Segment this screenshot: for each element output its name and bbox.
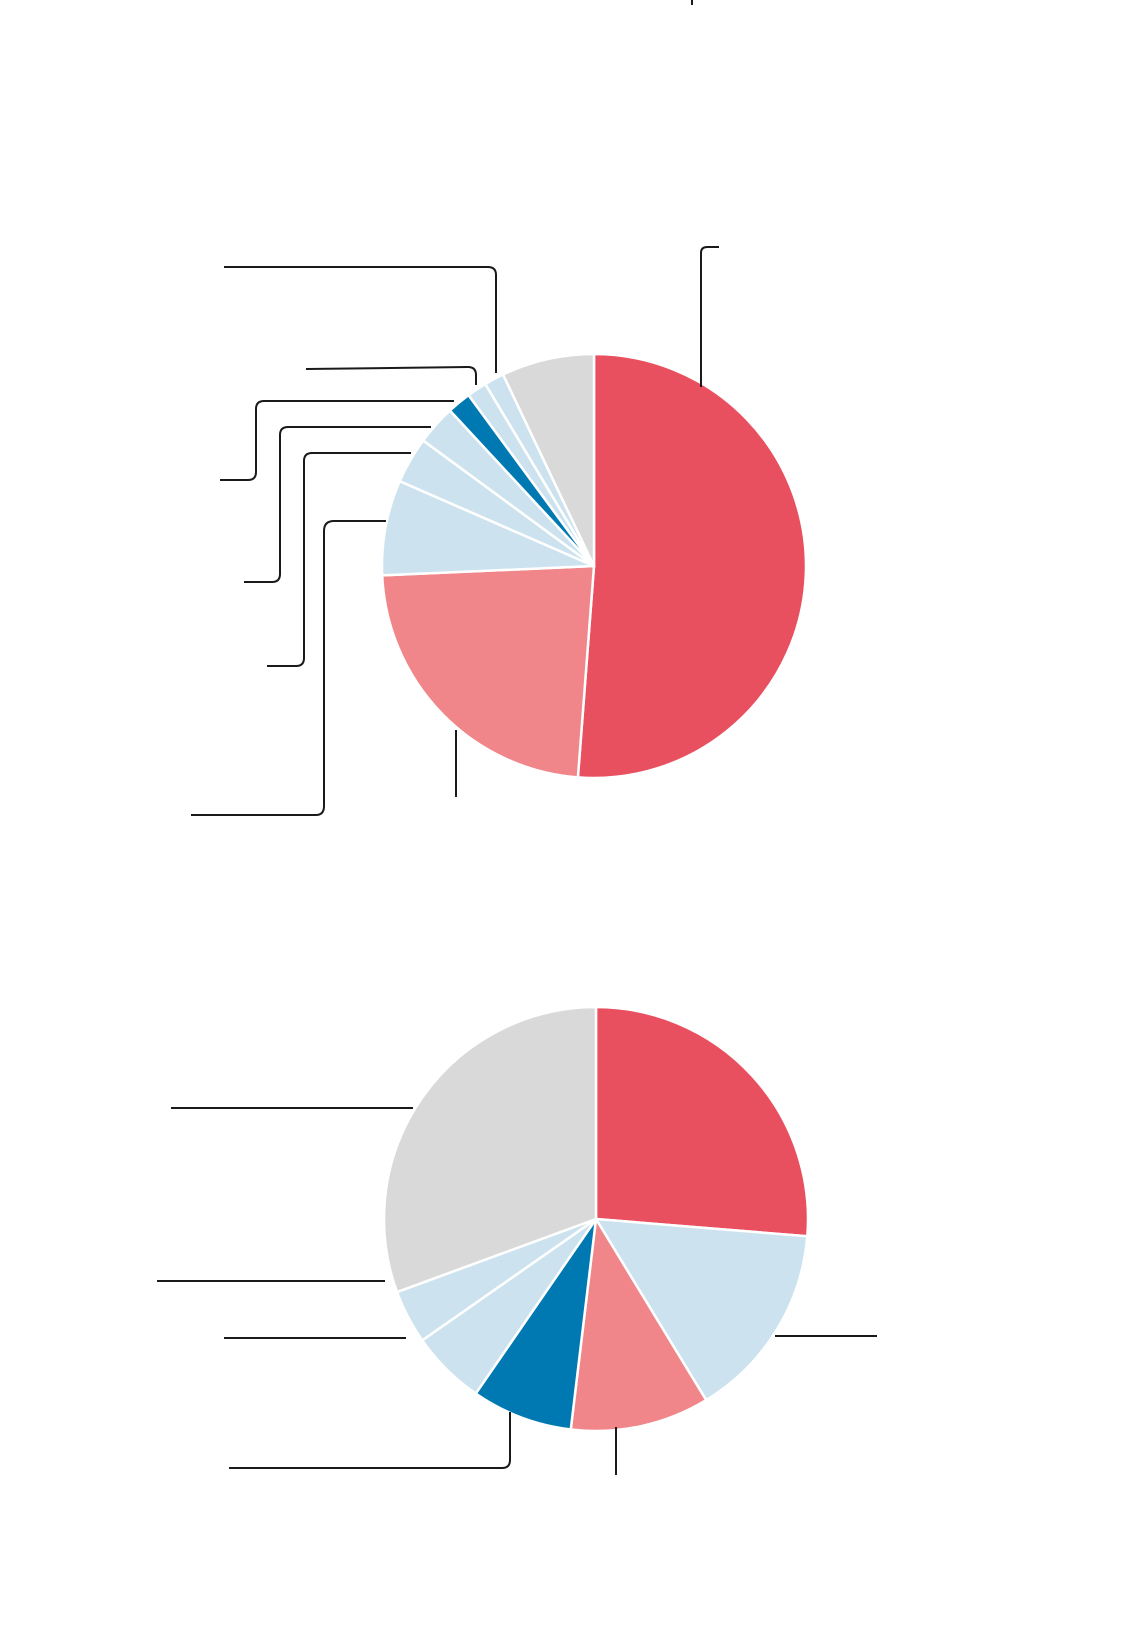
pie-chart-top — [380, 352, 808, 780]
pie-slice-4 — [474, 1217, 598, 1431]
leader-line-slice-4 — [267, 452, 411, 667]
leader-line-slice-3 — [191, 520, 386, 816]
leader-line-slice-1 — [700, 246, 719, 387]
pie-slice-7 — [382, 1005, 598, 1294]
pie-slice-1 — [594, 1005, 810, 1238]
leader-line-slice-4 — [229, 1412, 511, 1469]
pie-chart-bottom — [382, 1005, 810, 1433]
leader-line-slice-6 — [220, 400, 454, 481]
leader-line-slice-5 — [244, 426, 431, 583]
pie-slice-9 — [501, 352, 596, 568]
leader-line-slice-7 — [305, 366, 477, 385]
leader-lines-top — [191, 246, 719, 816]
leader-lines-bottom — [157, 1107, 877, 1475]
pie-slice-2 — [380, 564, 596, 779]
pie-slice-1 — [576, 352, 808, 780]
pie-slice-2 — [594, 1217, 809, 1402]
pie-slice-3 — [569, 1217, 708, 1433]
leader-line-slice-8 — [224, 266, 497, 373]
